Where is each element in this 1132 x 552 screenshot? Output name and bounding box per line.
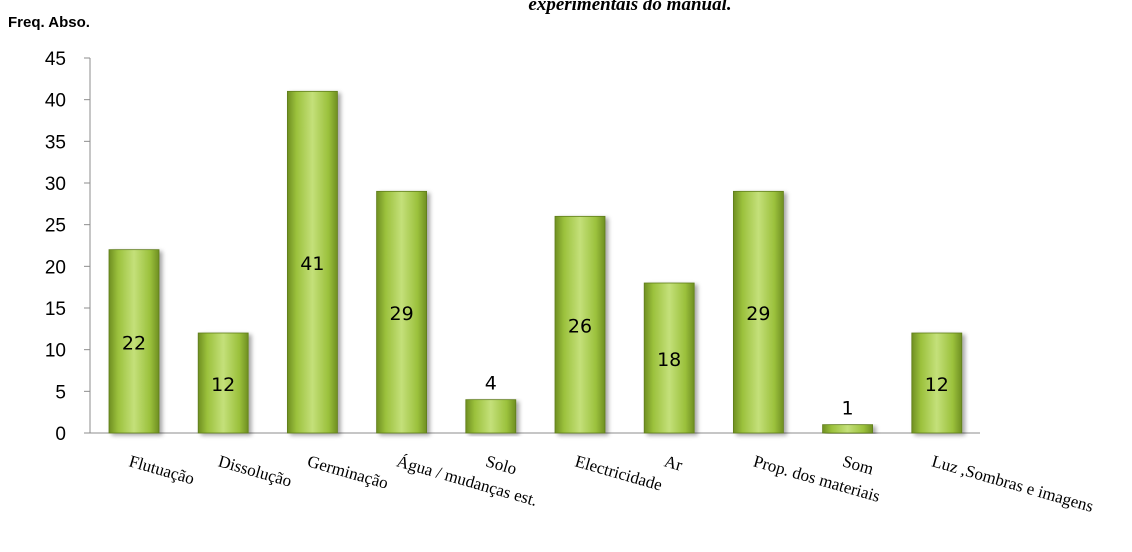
x-tick-label: Som — [840, 452, 875, 479]
bar — [465, 399, 517, 434]
bar — [554, 215, 606, 434]
bar — [376, 190, 428, 434]
data-label: 41 — [300, 253, 324, 275]
bar — [108, 249, 160, 434]
x-tick-label: Solo — [484, 452, 519, 479]
x-tick-label: Dissolução — [216, 452, 294, 491]
y-axis-label: Freq. Abso. — [8, 14, 90, 31]
data-label: 26 — [568, 316, 592, 338]
data-label: 29 — [746, 303, 770, 325]
y-tick-label: 0 — [55, 424, 66, 445]
y-tick-label: 5 — [55, 382, 66, 403]
y-tick-label: 30 — [45, 174, 66, 195]
bar — [822, 424, 873, 434]
bar — [643, 282, 695, 434]
bar — [733, 190, 784, 434]
bar — [911, 332, 963, 434]
x-tick-label: Germinação — [305, 452, 390, 493]
x-tick-label: Electricidade — [573, 452, 664, 495]
data-label: 12 — [211, 374, 235, 396]
chart-title: experimentais do manual. — [528, 0, 732, 15]
y-tick-label: 40 — [45, 91, 66, 112]
data-label: 29 — [390, 303, 414, 325]
y-tick-label: 10 — [45, 341, 66, 362]
y-tick-label: 20 — [45, 257, 66, 278]
bar — [197, 332, 249, 434]
data-label: 18 — [657, 349, 681, 371]
y-tick-label: 35 — [45, 132, 66, 153]
y-tick-label: 15 — [45, 299, 66, 320]
bar — [286, 90, 338, 434]
x-tick-label: Luz ,Sombras e imagens — [930, 452, 1096, 516]
data-label: 12 — [925, 374, 949, 396]
y-tick-label: 25 — [45, 216, 66, 237]
x-tick-label: Flutuação — [127, 452, 197, 489]
x-tick-label: Ar — [662, 452, 685, 475]
y-tick-label: 45 — [45, 49, 66, 70]
data-label: 1 — [842, 398, 854, 420]
data-label: 22 — [122, 332, 146, 354]
data-label: 4 — [485, 373, 497, 395]
